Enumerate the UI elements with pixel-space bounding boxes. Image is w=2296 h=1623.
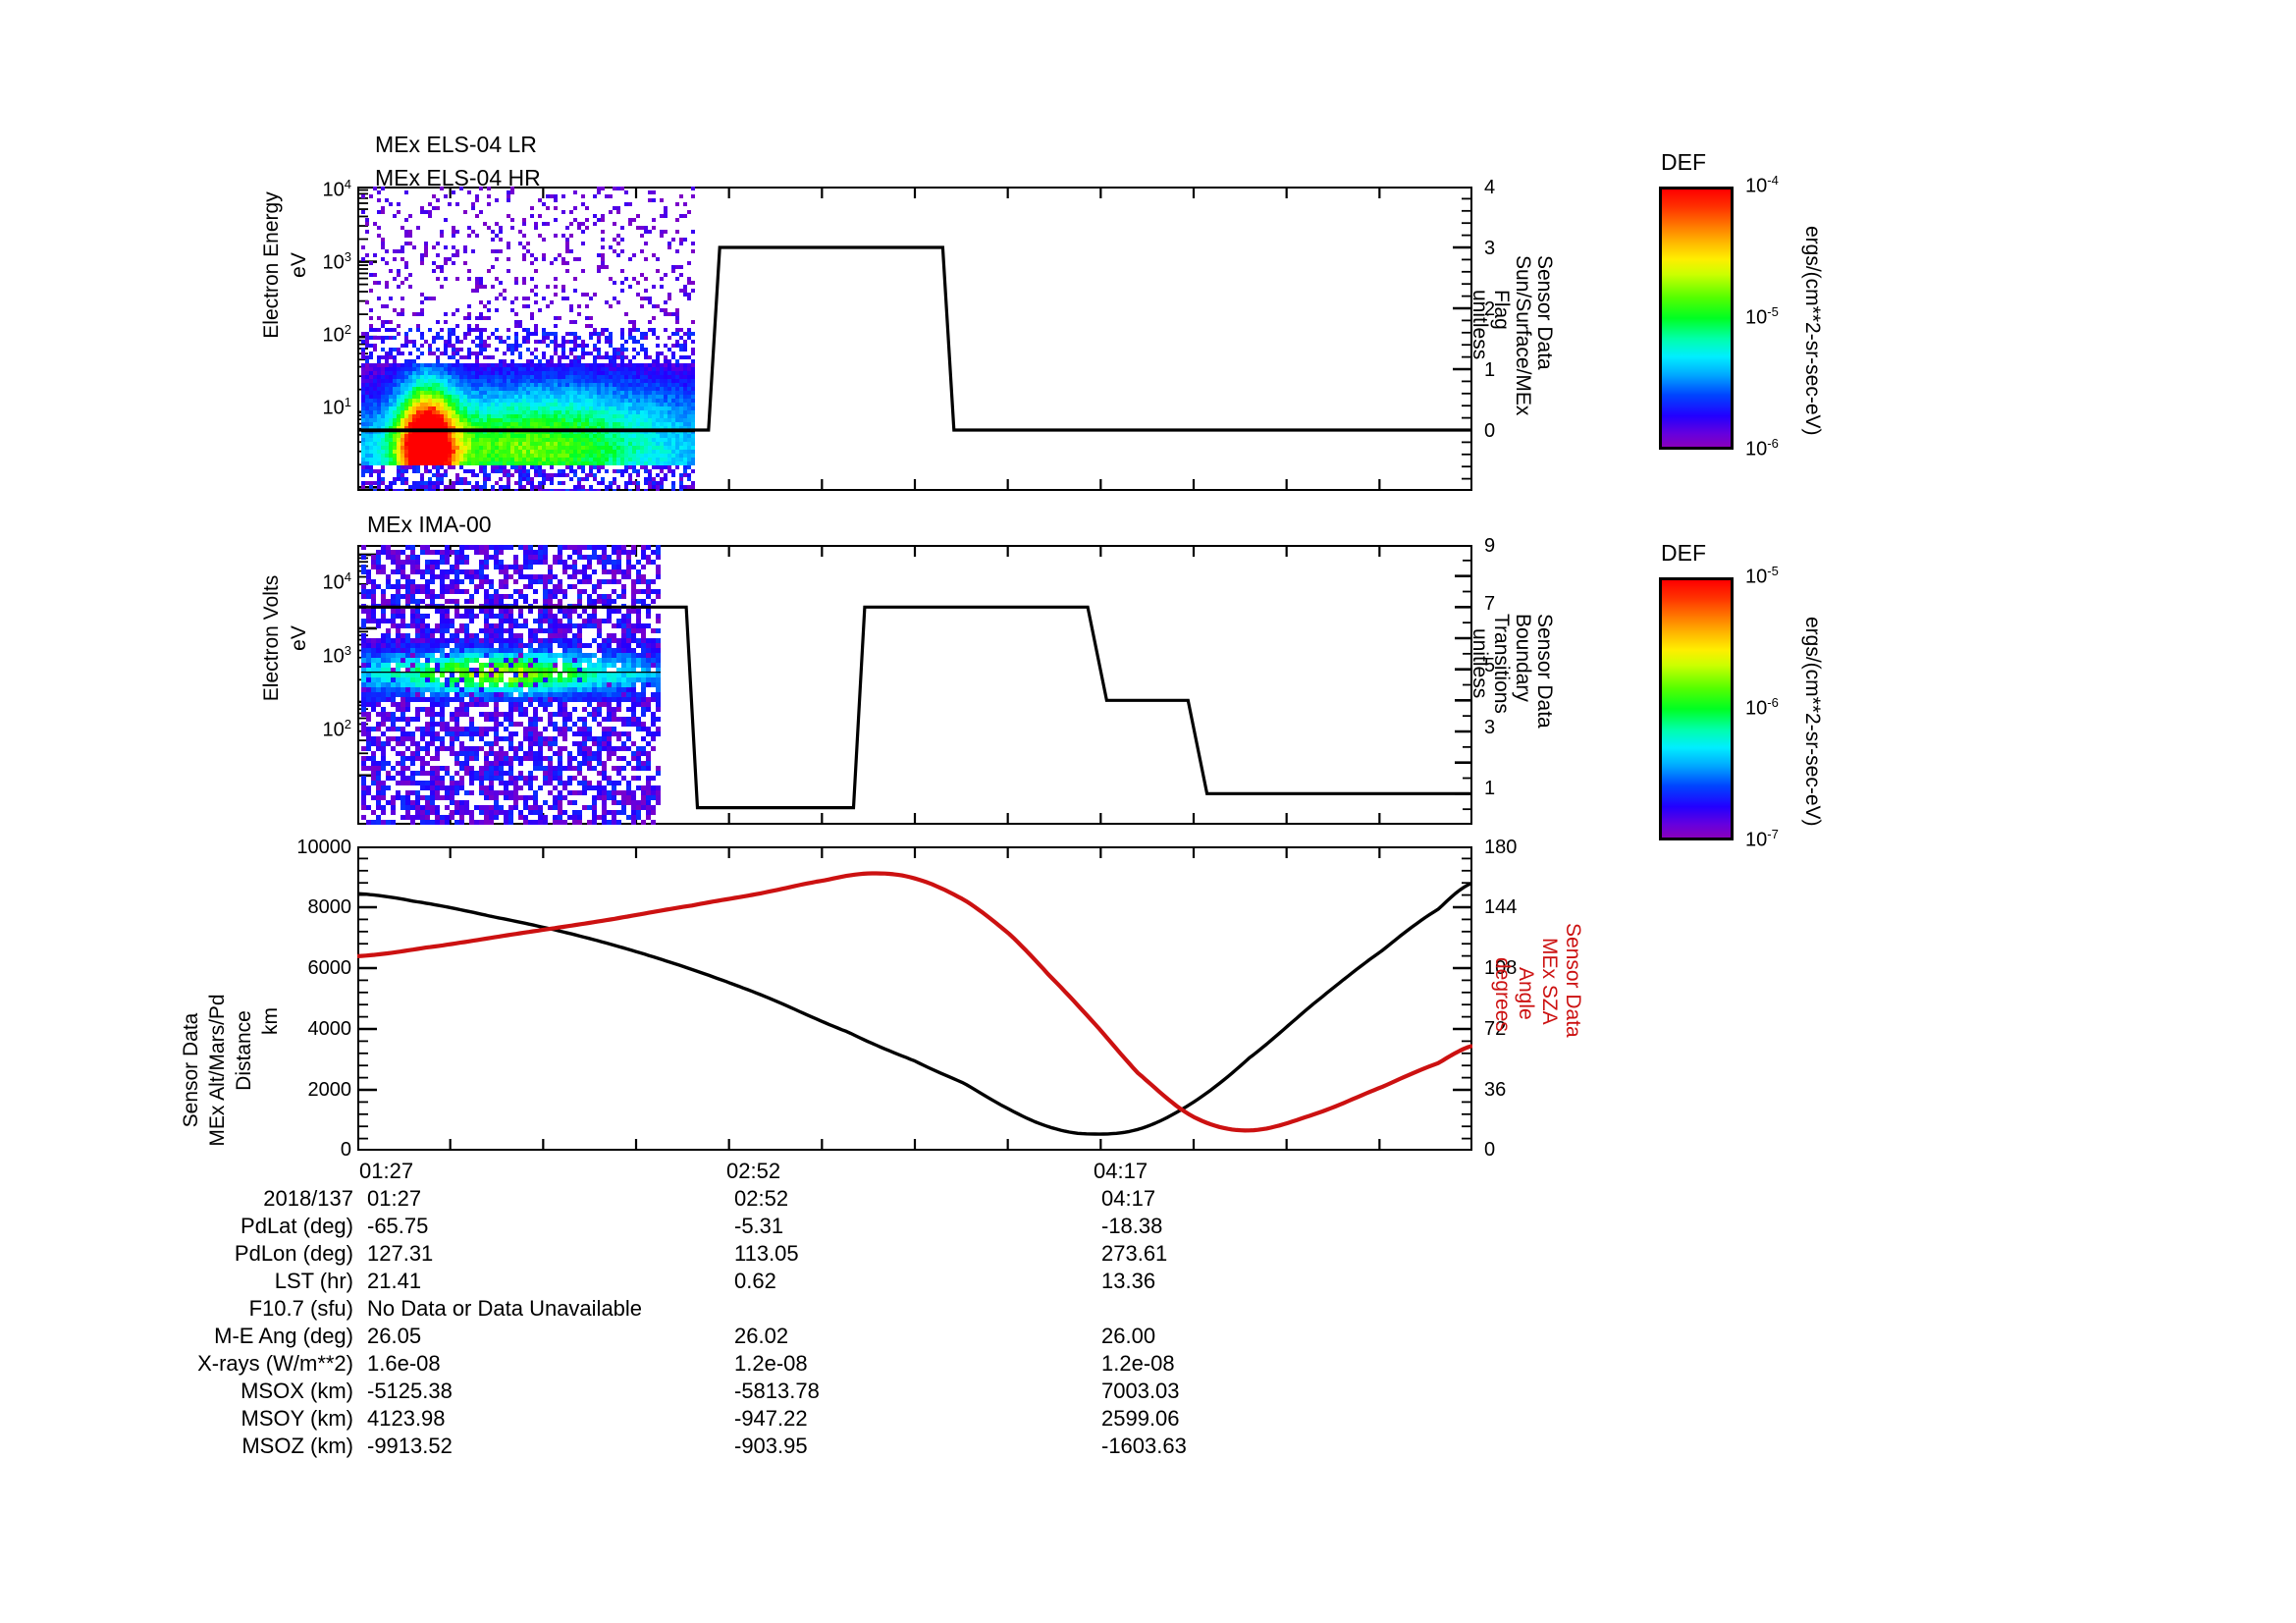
colorbar-els-gradient — [1659, 187, 1734, 450]
info-row-value: 04:17 — [1101, 1186, 1156, 1211]
panel-orbit-ytick-0: 0 — [340, 1139, 351, 1161]
panel-ima-ytick-10e2: 102 — [322, 717, 351, 741]
info-row-label: MSOZ (km) — [241, 1434, 353, 1458]
info-row-value: 1.2e-08 — [1101, 1351, 1175, 1376]
panel-orbit-ytick-6000: 6000 — [307, 957, 352, 979]
panel-els-rtick-2: 2 — [1484, 298, 1496, 320]
info-row-value: 26.00 — [1101, 1324, 1156, 1348]
info-row-value: No Data or Data Unavailable — [367, 1296, 643, 1321]
info-row-value: -18.38 — [1101, 1214, 1163, 1238]
info-row-value: 26.05 — [367, 1324, 422, 1348]
info-row-value: 1.6e-08 — [367, 1351, 441, 1376]
xaxis-tick-label-0: 01:27 — [359, 1159, 414, 1183]
info-row-value: 113.05 — [734, 1241, 799, 1266]
info-row-value: 7003.03 — [1101, 1379, 1180, 1403]
info-row-label: MSOX (km) — [240, 1379, 353, 1403]
panel-orbit-rtick-108: 108 — [1484, 957, 1518, 979]
info-row-value: 13.36 — [1101, 1269, 1156, 1293]
xaxis-tick-label-1: 02:52 — [726, 1159, 781, 1183]
panel-els-ytick-10e4: 104 — [322, 177, 351, 201]
colorbar-ima-tick-top: 10-5 — [1745, 564, 1779, 588]
info-row-value: -5125.38 — [367, 1379, 453, 1403]
panel-orbit-ytick-8000: 8000 — [307, 896, 352, 918]
panel-ima-rtick-9: 9 — [1484, 535, 1496, 557]
panel-orbit: Sensor Data MEx Alt/Mars/Pd Distance km … — [180, 837, 1584, 1161]
panel-orbit-ytick-2000: 2000 — [307, 1079, 352, 1101]
info-row-label: LST (hr) — [274, 1269, 353, 1293]
panel-els: MEx ELS-04 LR MEx ELS-04 HR Electron Ene… — [0, 0, 2296, 520]
panel-els-ytick-10e3: 103 — [322, 249, 351, 274]
panel-ima-rtick-1: 1 — [1484, 778, 1496, 799]
info-row-label: X-rays (W/m**2) — [197, 1351, 353, 1376]
info-row-value: 127.31 — [367, 1241, 434, 1266]
info-row-value: 02:52 — [734, 1186, 789, 1211]
panel-ima-rtick-7: 7 — [1484, 593, 1496, 615]
colorbar-ima-gradient — [1659, 577, 1734, 840]
colorbar-els-title: DEF — [1661, 149, 1706, 175]
info-row-value: 2599.06 — [1101, 1406, 1180, 1431]
panel-orbit-rtick-72: 72 — [1484, 1018, 1507, 1040]
panel-orbit-rtick-0: 0 — [1484, 1139, 1496, 1161]
info-row-value: -947.22 — [734, 1406, 808, 1431]
info-row-value: 273.61 — [1101, 1241, 1168, 1266]
colorbar-ima-title: DEF — [1661, 540, 1706, 566]
colorbar-els-tick-bot: 10-6 — [1745, 436, 1779, 460]
info-row-value: -65.75 — [367, 1214, 429, 1238]
panel-els-rtick-1: 1 — [1484, 359, 1496, 381]
info-row-label: PdLat (deg) — [240, 1214, 353, 1238]
info-row-value: -5813.78 — [734, 1379, 820, 1403]
panel-orbit-rtick-144: 144 — [1484, 896, 1518, 918]
colorbar-els-tick-top: 10-4 — [1745, 173, 1779, 197]
panel-orbit-rtick-180: 180 — [1484, 837, 1518, 858]
xaxis-tick-label-2: 04:17 — [1094, 1159, 1148, 1183]
colorbar-ima-tick-bot: 10-7 — [1745, 827, 1779, 851]
info-row-value: -5.31 — [734, 1214, 784, 1238]
info-row-value: 0.62 — [734, 1269, 776, 1293]
panel-orbit-ytick-4000: 4000 — [307, 1018, 352, 1040]
panel-els-rtick-4: 4 — [1484, 177, 1496, 198]
info-row-value: -1603.63 — [1101, 1434, 1187, 1458]
colorbar-els-tick-mid: 10-5 — [1745, 304, 1779, 329]
info-row-value: 1.2e-08 — [734, 1351, 808, 1376]
info-row-label: M-E Ang (deg) — [214, 1324, 353, 1348]
panel-orbit-ytick-10000: 10000 — [296, 837, 351, 858]
panel-els-rtick-0: 0 — [1484, 420, 1496, 442]
info-row-value: 01:27 — [367, 1186, 422, 1211]
panel-ima-plot-content — [357, 545, 1472, 825]
colorbar-ima-tick-mid: 10-6 — [1745, 695, 1779, 720]
info-row-label: F10.7 (sfu) — [248, 1296, 353, 1321]
info-row-value: -9913.52 — [367, 1434, 453, 1458]
info-row-label: MSOY (km) — [240, 1406, 353, 1431]
panel-ima-rtick-5: 5 — [1484, 655, 1496, 676]
panel-els-title-lr: MEx ELS-04 LR — [375, 132, 537, 157]
panel-els-ytick-10e2: 102 — [322, 322, 351, 347]
panel-els-title-hr: MEx ELS-04 HR — [375, 165, 541, 190]
panel-els-ytick-10e1: 101 — [322, 395, 351, 419]
panel-orbit-plot-frame — [357, 846, 1472, 1151]
info-row-label: PdLon (deg) — [234, 1241, 353, 1266]
info-row-value: 21.41 — [367, 1269, 422, 1293]
panel-els-plot-content — [357, 187, 1472, 491]
panel-ima: MEx IMA-00 Electron Volts eV 104 103 102… — [260, 512, 1824, 851]
panel-ima-title: MEx IMA-00 — [367, 512, 492, 537]
info-row-value: 4123.98 — [367, 1406, 446, 1431]
info-row-label: 2018/137 — [263, 1186, 353, 1211]
panel-orbit-rtick-36: 36 — [1484, 1079, 1507, 1101]
panel-orbit-plot-content — [357, 846, 1472, 1151]
panel-els-rtick-3: 3 — [1484, 238, 1496, 259]
info-row-value: 26.02 — [734, 1324, 789, 1348]
panel-ima-ytick-10e3: 103 — [322, 643, 351, 668]
panel-ima-rtick-3: 3 — [1484, 717, 1496, 738]
panel-ima-ytick-10e4: 104 — [322, 569, 351, 594]
info-row-value: -903.95 — [734, 1434, 808, 1458]
